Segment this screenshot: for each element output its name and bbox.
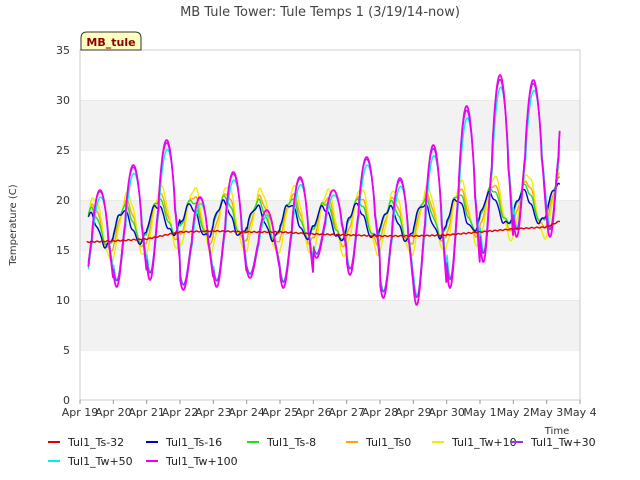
x-tick-label: May 1 (463, 406, 496, 419)
series-line-tul1-ts-16 (87, 182, 561, 249)
x-tick-label: Apr 21 (128, 406, 165, 419)
series-line-tul1-ts-8 (87, 176, 561, 246)
x-tick-label: Apr 26 (295, 406, 332, 419)
y-tick-label: 25 (56, 144, 70, 157)
y-tick-label: 35 (56, 44, 70, 57)
x-tick-label: May 3 (530, 406, 563, 419)
y-tick-label: 30 (56, 94, 70, 107)
legend-label: Tul1_Ts-32 (67, 436, 124, 449)
grid-band (80, 350, 580, 400)
x-tick-label: Apr 29 (395, 406, 432, 419)
legend-label: Tul1_Ts0 (365, 436, 411, 449)
legend-label: Tul1_Ts-8 (266, 436, 316, 449)
x-axis-label: Time (544, 426, 569, 437)
x-tick-label: Apr 19 (62, 406, 99, 419)
legend-label: Tul1_Ts-16 (165, 436, 222, 449)
legend: Tul1_Ts-32 Tul1_Ts-16 Tul1_Ts-8 Tul1_Ts0 Tul… (48, 436, 596, 468)
x-tick-label: Apr 27 (328, 406, 365, 419)
series-line-tul1-ts0 (87, 172, 560, 252)
chart-title: MB Tule Tower: Tule Temps 1 (3/19/14-now… (180, 5, 460, 20)
legend-label: Tul1_Tw+50 (67, 455, 133, 468)
y-tick-label: 5 (63, 344, 70, 357)
legend-label: Tul1_Tw+30 (530, 436, 596, 449)
x-tick-label: May 2 (497, 406, 530, 419)
x-tick-label: Apr 20 (95, 406, 132, 419)
x-tick-label: Apr 23 (195, 406, 232, 419)
site-badge: MB_tule (80, 31, 142, 51)
y-tick-label: 0 (63, 394, 70, 407)
series-line-tul1-ts-32 (86, 220, 560, 244)
grid-band (80, 300, 580, 350)
x-tick-label: May 4 (563, 406, 596, 419)
y-tick-label: 20 (56, 194, 70, 207)
grid-band (80, 50, 580, 100)
site-badge-text: MB_tule (86, 36, 135, 49)
x-tick-label: Apr 24 (228, 406, 265, 419)
legend-label: Tul1_Tw+100 (165, 455, 238, 468)
legend-label: Tul1_Tw+10 (451, 436, 517, 449)
grid-bands (80, 49, 580, 400)
plot-area (79, 49, 581, 401)
series-layer (86, 74, 561, 306)
x-tick-label: Apr 25 (262, 406, 299, 419)
x-tick-label: Apr 28 (362, 406, 399, 419)
grid-band (80, 250, 580, 300)
y-tick-label: 10 (56, 294, 70, 307)
x-tick-label: Apr 30 (428, 406, 465, 419)
x-tick-label: Apr 22 (162, 406, 199, 419)
y-axis-label: Temperature (C) (8, 184, 19, 266)
series-line-tul1-tw-100 (87, 74, 561, 306)
y-axis: 0 5 10 15 20 25 30 35 (56, 44, 70, 407)
y-tick-label: 15 (56, 244, 70, 257)
